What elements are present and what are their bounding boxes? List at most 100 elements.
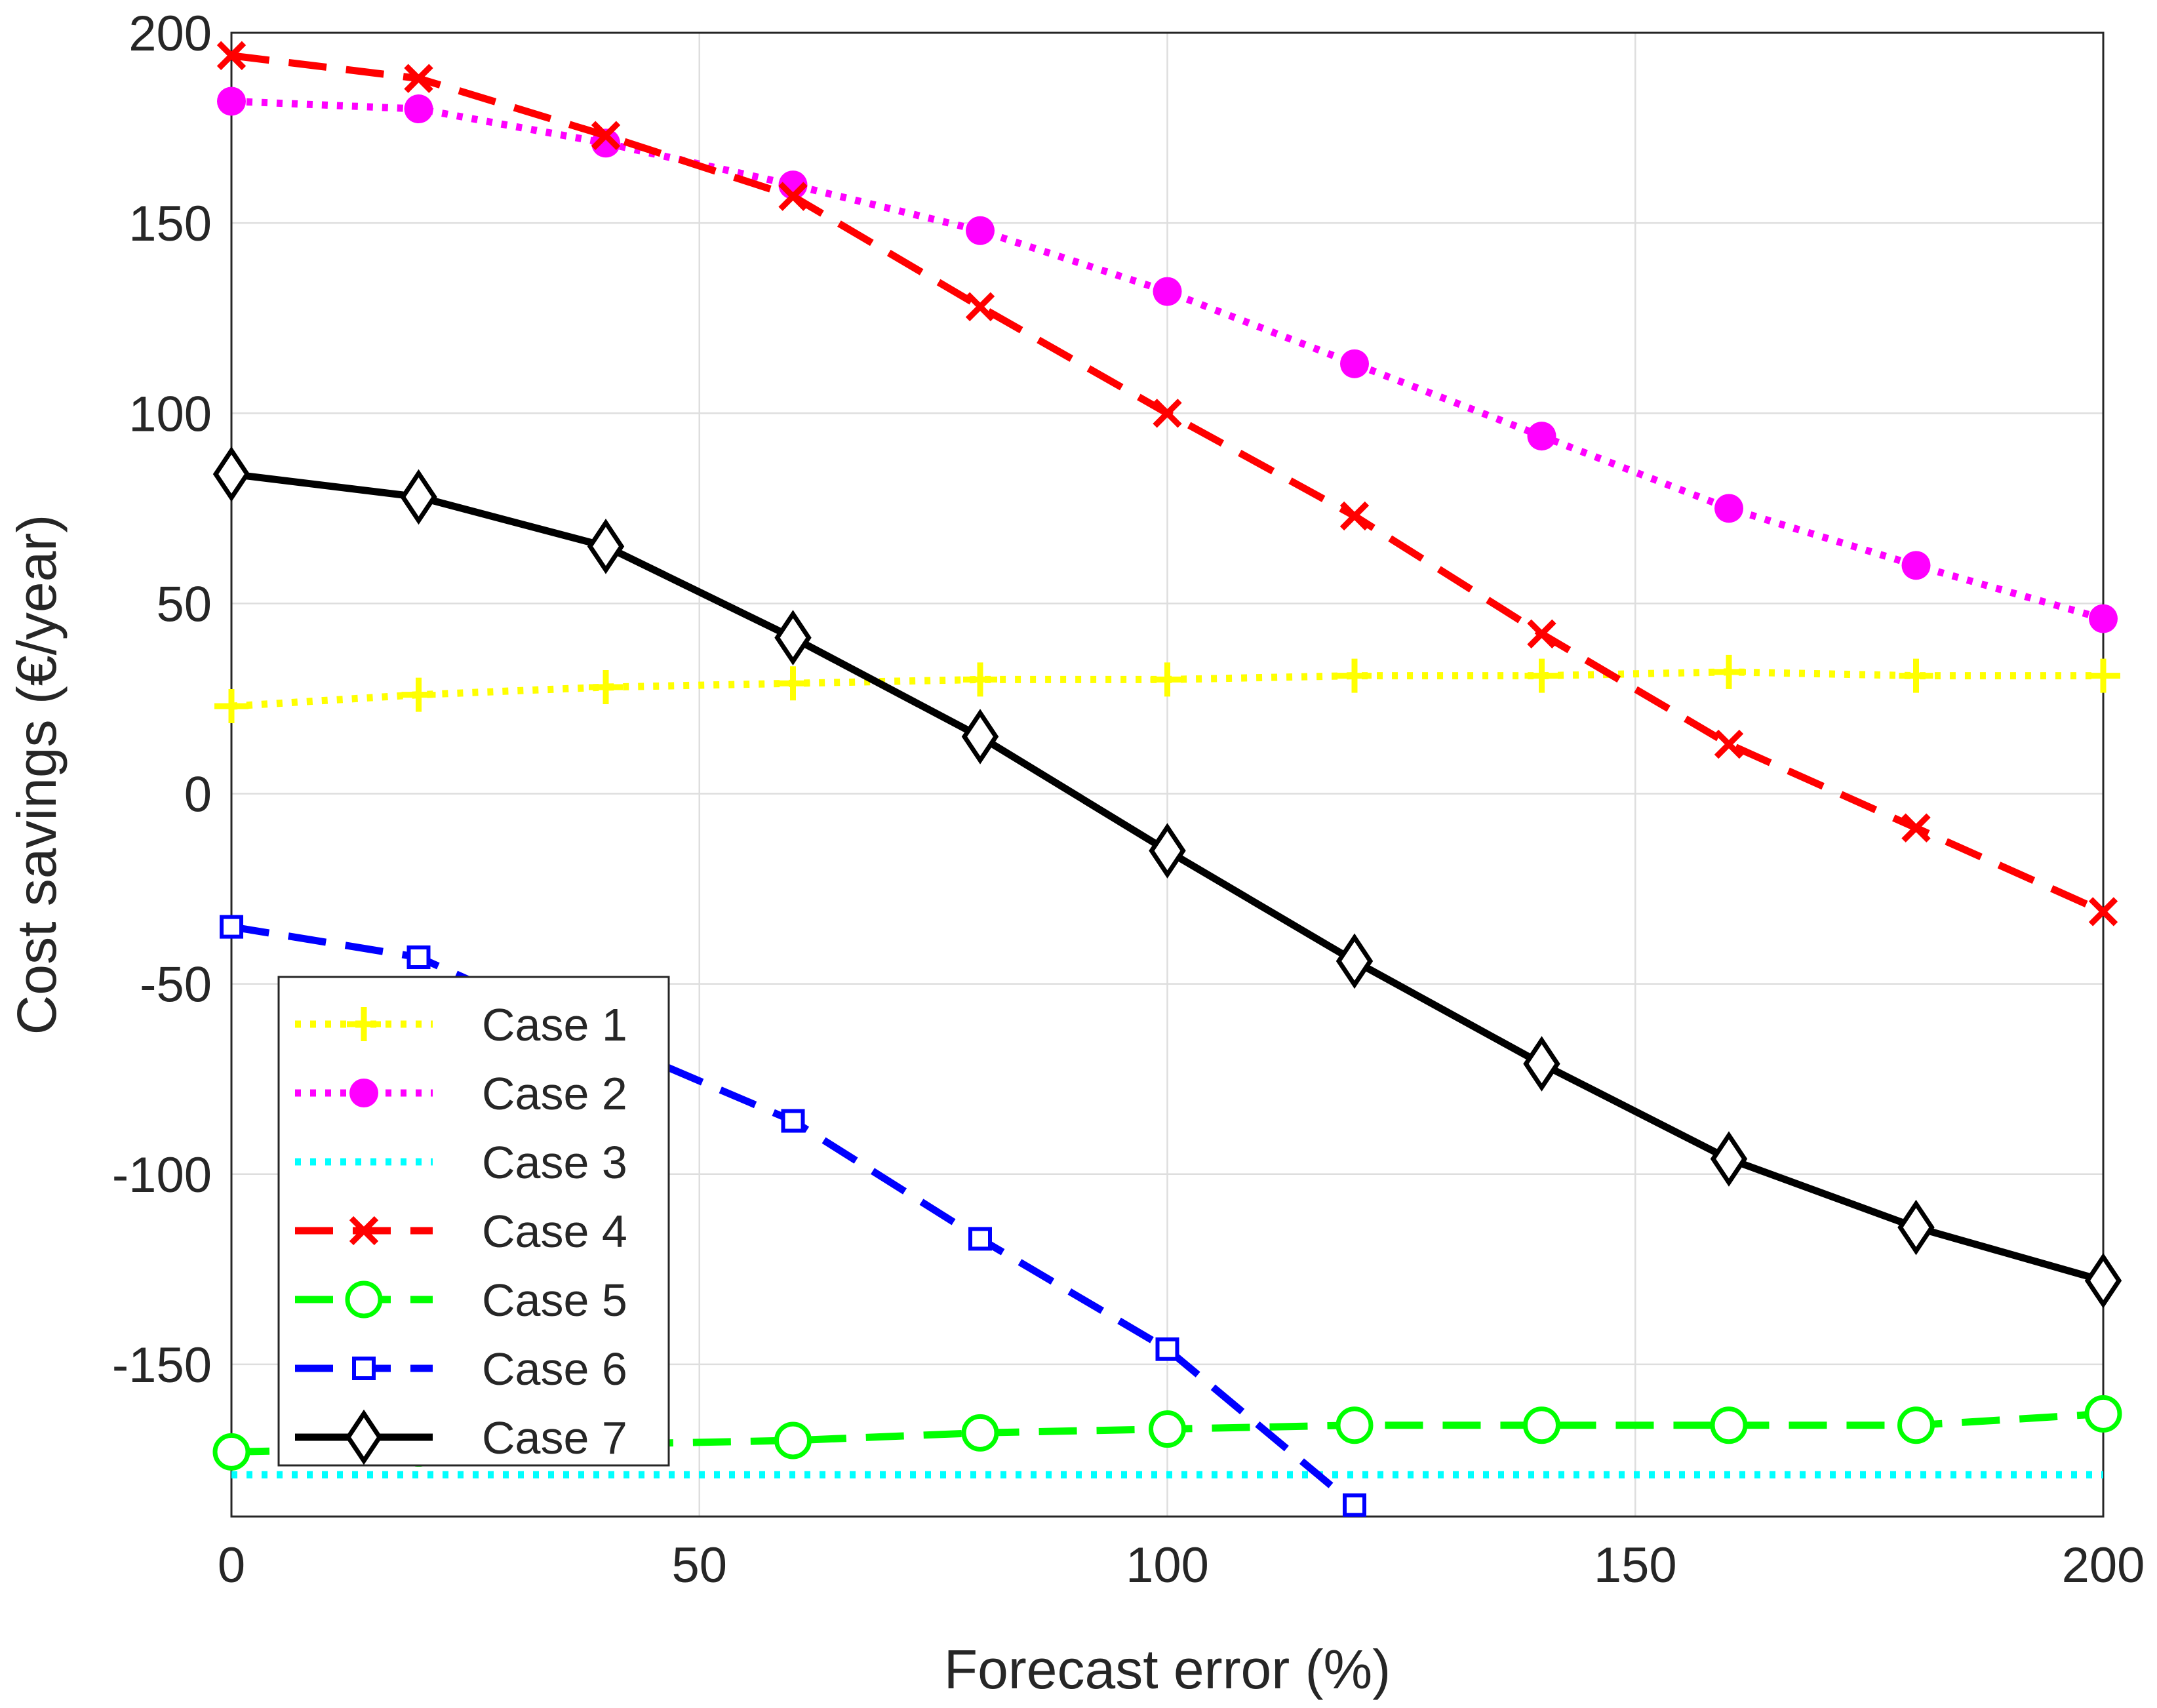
legend-label: Case 1: [482, 999, 627, 1050]
case-4-point: [1153, 399, 1182, 428]
x-tick-label: 100: [1126, 1538, 1209, 1593]
x-axis-title: Forecast error (%): [944, 1638, 1391, 1700]
legend-item-case-1: Case 1: [295, 999, 627, 1050]
legend-label: Case 6: [482, 1343, 627, 1395]
case-1-point: [401, 677, 436, 712]
case-7-point: [1523, 1036, 1560, 1092]
case-7-point: [774, 610, 812, 665]
case-1-point: [1524, 658, 1559, 693]
legend-item-case-2: Case 2: [295, 1068, 627, 1119]
y-tick-label: 100: [129, 386, 212, 442]
case-5-point: [2084, 1395, 2122, 1433]
case-1-point: [1337, 658, 1372, 693]
y-tick-label: -150: [112, 1338, 212, 1393]
case-1-point: [963, 662, 997, 697]
legend-label: Case 5: [482, 1275, 627, 1326]
y-tick-label: 200: [129, 6, 212, 62]
case-4-series: [216, 41, 2118, 926]
case-2-point: [1527, 422, 1556, 451]
x-tick-label: 150: [1594, 1538, 1677, 1593]
case-5-point: [1523, 1406, 1560, 1444]
legend-swatch-marker: [349, 1216, 379, 1246]
case-1-point: [2086, 658, 2120, 693]
plot-frame: [230, 31, 2105, 1518]
case-7-point: [961, 709, 999, 765]
legend-item-case-3: Case 3: [295, 1137, 627, 1188]
case-4-point: [2088, 897, 2118, 926]
case-1-point: [1899, 658, 1933, 693]
legend-item-case-7: Case 7: [295, 1409, 627, 1465]
legend-label: Case 4: [482, 1206, 627, 1257]
case-5-point: [1336, 1406, 1374, 1444]
y-tick-label: 50: [156, 576, 212, 632]
y-tick-label: 0: [184, 767, 212, 823]
legend-box: [277, 976, 670, 1467]
y-tick-label: -100: [112, 1147, 212, 1203]
case-7-point: [1336, 933, 1374, 989]
case-2-point: [1340, 349, 1369, 378]
case-7-series: [212, 446, 2122, 1309]
case-6-point: [406, 945, 431, 970]
case-5-point: [774, 1421, 812, 1460]
x-tick-label: 50: [671, 1538, 727, 1593]
case-6-point: [1155, 1337, 1179, 1361]
case-5-point: [1710, 1406, 1748, 1444]
case-4-point: [1714, 729, 1744, 759]
case-4-point: [404, 64, 433, 93]
case-2-point: [1714, 494, 1743, 523]
case-2-point: [217, 87, 246, 116]
case-1-point: [776, 666, 810, 701]
legend-item-case-4: Case 4: [295, 1206, 627, 1257]
case-2-point: [966, 216, 995, 245]
case-5-point: [212, 1433, 250, 1471]
case-4-point: [1339, 501, 1370, 531]
case-6-point: [781, 1109, 805, 1133]
tick-labels: 0 50 100 150 200 200 150 100 50 0 -50 -100 -150: [112, 6, 2145, 1593]
case-7-point: [1897, 1199, 1935, 1256]
case-7-point: [1710, 1131, 1748, 1187]
case-5-point: [1897, 1406, 1935, 1444]
case-5-point: [1149, 1410, 1186, 1448]
case-2-point: [2089, 604, 2118, 633]
case-6-point: [1343, 1493, 1366, 1517]
case-1-point: [1150, 662, 1185, 697]
legend-label: Case 7: [482, 1412, 627, 1463]
case-2-series: [217, 87, 2118, 633]
legend-label: Case 3: [482, 1137, 627, 1188]
case-4-point: [965, 292, 995, 321]
legend-swatch-marker: [347, 1007, 381, 1041]
series-layer: [212, 41, 2122, 1517]
case-4-point: [216, 41, 247, 70]
case-1-point: [589, 670, 623, 705]
case-4-point: [591, 121, 621, 150]
case-1-point: [214, 689, 248, 724]
legend-swatch-marker: [349, 1079, 378, 1107]
case-7-point: [400, 469, 437, 525]
case-2-point: [1153, 277, 1182, 306]
legend-swatch-marker: [345, 1409, 383, 1465]
legend-swatch-marker: [352, 1357, 376, 1380]
legend-label: Case 2: [482, 1068, 627, 1119]
case-2-point: [1901, 551, 1931, 580]
legend-item-case-5: Case 5: [295, 1275, 627, 1326]
legend: Case 1 Case 2 Case 3 Case 4 Case 5 Case 6 Case…: [277, 976, 670, 1467]
case-4-point: [1901, 813, 1931, 843]
case-7-point: [1149, 823, 1186, 879]
case-7-point: [2084, 1252, 2122, 1309]
case-5-point: [961, 1414, 999, 1452]
case-6-point: [968, 1227, 992, 1251]
case-4-point: [778, 182, 808, 211]
case-1-series: [214, 654, 2120, 724]
case-6-point: [220, 915, 243, 939]
case-1-point: [1712, 654, 1746, 689]
case-2-point: [404, 94, 433, 124]
legend-item-case-6: Case 6: [295, 1343, 627, 1395]
legend-swatch-marker: [345, 1281, 383, 1319]
case-7-point: [212, 446, 250, 502]
case-4-point: [1527, 619, 1556, 648]
x-tick-label: 0: [218, 1538, 245, 1593]
case-7-point: [587, 519, 625, 574]
x-tick-label: 200: [2062, 1538, 2145, 1593]
